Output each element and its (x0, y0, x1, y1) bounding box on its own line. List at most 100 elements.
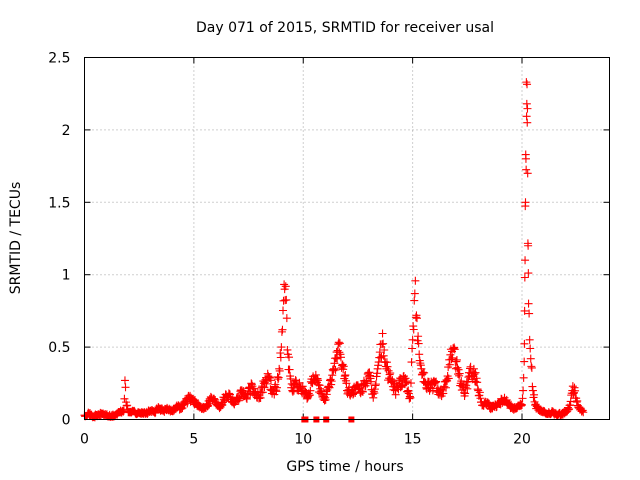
data-point (334, 338, 343, 347)
data-point (373, 369, 382, 378)
data-point (526, 354, 535, 363)
data-point (444, 374, 453, 383)
chart-title: Day 071 of 2015, SRMTID for receiver usa… (196, 20, 494, 36)
data-point (578, 406, 587, 415)
data-point (211, 395, 220, 404)
data-point (568, 382, 577, 391)
data-point (298, 382, 307, 391)
data-point (378, 329, 387, 338)
data-point (565, 401, 574, 410)
data-point (420, 368, 429, 377)
data-point (379, 339, 388, 348)
data-point (402, 378, 411, 387)
data-point (379, 351, 388, 360)
data-point (281, 282, 290, 291)
data-point (518, 394, 527, 403)
data-point (524, 299, 533, 308)
data-point (272, 387, 281, 396)
data-point (414, 332, 423, 341)
data-point (408, 344, 417, 353)
data-point (276, 353, 285, 362)
data-point (335, 348, 344, 357)
y-tick-label: 1 (62, 268, 71, 284)
data-point (571, 386, 580, 395)
data-point (519, 386, 528, 395)
data-point (405, 392, 414, 401)
data-point (527, 363, 536, 372)
data-point (396, 383, 405, 392)
data-point (277, 343, 286, 352)
data-point (333, 346, 342, 355)
data-point (286, 374, 295, 383)
data-point (282, 295, 291, 304)
data-point (520, 339, 529, 348)
data-point (462, 378, 471, 387)
y-tick-label: 0.5 (48, 340, 70, 356)
data-point (441, 383, 450, 392)
data-point (333, 354, 342, 363)
data-point (349, 389, 358, 398)
y-tick-label: 0 (62, 413, 71, 429)
data-point (358, 387, 367, 396)
data-point (280, 280, 289, 289)
x-tick-label: 15 (404, 432, 422, 448)
data-point (522, 99, 531, 108)
data-point (329, 366, 338, 375)
x-axis: 0 5 10 15 20 (80, 57, 531, 448)
data-point (371, 380, 380, 389)
data-point (455, 369, 464, 378)
data-point (367, 377, 376, 386)
data-point (321, 395, 330, 404)
data-point (407, 358, 416, 367)
data-point (526, 344, 535, 353)
data-point (519, 373, 528, 382)
data-point (266, 376, 275, 385)
data-point (235, 394, 244, 403)
y-tick-label: 2 (62, 123, 71, 139)
x-tick-label: 5 (189, 432, 198, 448)
x-axis-label: GPS time / hours (286, 459, 403, 475)
data-point (275, 366, 284, 375)
data-point (463, 384, 472, 393)
data-point (520, 273, 529, 282)
data-point (452, 355, 461, 364)
data-point (523, 104, 532, 113)
data-points (80, 78, 588, 423)
y-tick-label: 1.5 (48, 195, 70, 211)
data-point (569, 388, 578, 397)
data-point (450, 345, 459, 354)
data-point (320, 396, 329, 405)
data-point (522, 165, 531, 174)
data-point (316, 384, 325, 393)
data-point (311, 370, 320, 379)
data-point (331, 365, 340, 374)
data-point (470, 370, 479, 379)
data-point (525, 309, 534, 318)
data-point (338, 361, 347, 370)
data-point (451, 357, 460, 366)
data-point (408, 335, 417, 344)
data-point (517, 400, 526, 409)
data-point (522, 78, 531, 87)
data-point (445, 360, 454, 369)
data-point (521, 256, 530, 265)
data-point (263, 369, 272, 378)
data-point (523, 80, 532, 89)
data-point (520, 306, 529, 315)
x-tick-label: 10 (294, 432, 312, 448)
data-point (375, 348, 384, 357)
grid-lines (84, 57, 610, 420)
data-point (391, 390, 400, 399)
data-point (120, 394, 129, 403)
data-point (460, 391, 469, 400)
data-point (473, 378, 482, 387)
data-point (339, 362, 348, 371)
data-point (410, 289, 419, 298)
data-point (406, 379, 415, 388)
data-point (410, 296, 419, 305)
data-point (521, 150, 530, 159)
x-tick-label: 20 (513, 432, 531, 448)
data-point (285, 365, 294, 374)
data-point (282, 314, 291, 323)
